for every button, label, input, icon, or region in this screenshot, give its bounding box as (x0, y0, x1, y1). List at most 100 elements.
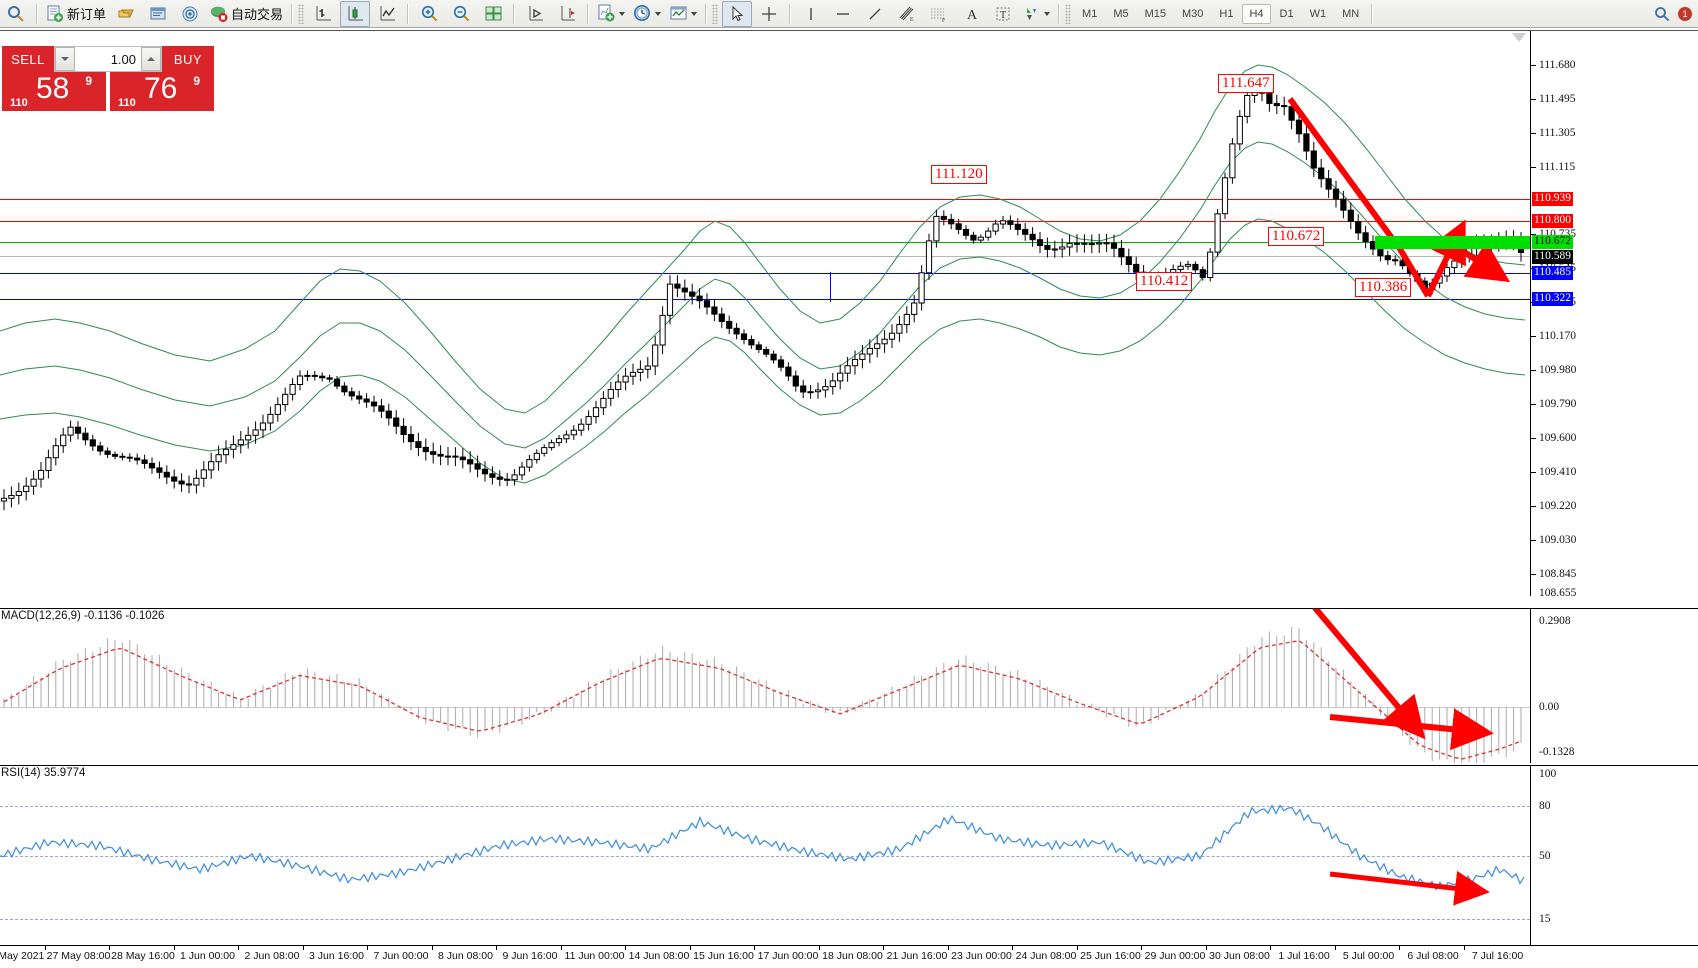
time-axis-tick (1270, 946, 1271, 950)
time-axis-label: 8 Jun 08:00 (438, 950, 493, 962)
price-pane[interactable]: 111.647 111.120 110.672 110.412 110.386 … (0, 30, 1698, 599)
annotation-111647[interactable]: 111.647 (1218, 74, 1274, 93)
chevron-down-icon[interactable] (655, 11, 662, 16)
price-scale[interactable]: 111.680 111.495 111.305 111.115 110.735 … (1530, 31, 1698, 599)
candle-body (1184, 263, 1192, 267)
crosshair-search-icon[interactable] (1, 1, 31, 27)
zoom-in-icon[interactable] (414, 1, 444, 27)
bar-chart-icon[interactable] (308, 1, 338, 27)
text-box-icon[interactable]: T (988, 1, 1018, 27)
price-label: 109.600 (1539, 432, 1577, 444)
candle-body (911, 302, 918, 315)
tile-windows-icon[interactable] (478, 1, 508, 27)
buy-quote[interactable]: 110 76 9 (110, 72, 214, 111)
timeframe-m1[interactable]: M1 (1082, 7, 1098, 20)
timeframe-mn[interactable]: MN (1342, 7, 1360, 20)
toolbar-grip[interactable] (298, 3, 305, 24)
candle-body (1177, 265, 1184, 270)
buy-button[interactable]: BUY (162, 46, 214, 72)
candle-body (689, 291, 696, 297)
timeframe-h4[interactable]: H4 (1242, 3, 1271, 24)
candlestick-chart-icon[interactable] (340, 0, 371, 27)
macd-trend-arrow[interactable] (0, 609, 1530, 763)
arrows-shapes-icon[interactable] (1020, 1, 1053, 27)
price-tick (1531, 438, 1536, 439)
new-order-button[interactable]: 新订单 (43, 1, 109, 27)
toolbar-separator (1371, 3, 1374, 24)
horizontal-line-icon[interactable] (828, 1, 858, 27)
time-axis-label: 3 Jun 16:00 (309, 950, 364, 962)
autotrading-button[interactable]: 自动交易 (207, 1, 286, 27)
price-tick (1531, 336, 1536, 337)
timeframe-h1[interactable]: H1 (1219, 7, 1234, 20)
rsi-plot[interactable] (0, 766, 1530, 945)
toolbar-grip[interactable] (712, 3, 719, 24)
rsi-scale[interactable]: 100 80 50 15 (1530, 766, 1698, 945)
sell-button[interactable]: SELL (2, 46, 54, 72)
price-label: 109.790 (1539, 398, 1577, 410)
line-chart-icon[interactable] (372, 1, 402, 27)
rsi-trend-arrow[interactable] (0, 766, 1530, 945)
history-folder-icon[interactable] (111, 1, 141, 27)
candle-body (1096, 242, 1103, 245)
macd-plot[interactable] (0, 609, 1530, 763)
text-label-icon[interactable]: A (956, 1, 986, 27)
candle-body (37, 469, 45, 480)
volume-increment-button[interactable] (141, 47, 161, 71)
period-clock-icon[interactable] (630, 1, 664, 27)
timeframe-w1[interactable]: W1 (1309, 7, 1327, 20)
vertical-line-icon[interactable] (796, 1, 826, 27)
volume-value[interactable]: 1.00 (110, 51, 136, 67)
add-indicator-icon[interactable] (594, 1, 628, 27)
trendline-icon[interactable] (860, 1, 890, 27)
annotation-110412[interactable]: 110.412 (1136, 272, 1193, 291)
chart-container[interactable]: 111.647 111.120 110.672 110.412 110.386 … (0, 30, 1698, 968)
volume-field[interactable]: 1.00 (54, 46, 162, 72)
chevron-down-icon[interactable] (619, 11, 626, 16)
chevron-down-icon[interactable] (691, 11, 698, 16)
candle-body (970, 234, 977, 241)
templates-icon[interactable] (666, 1, 700, 27)
toolbar-grip[interactable] (1065, 3, 1072, 24)
signal-radar-icon[interactable] (175, 1, 205, 27)
cursor-arrow-icon[interactable] (722, 0, 753, 27)
search-icon[interactable] (1647, 1, 1677, 27)
terminal-window-icon[interactable] (143, 1, 173, 27)
candle-body (356, 395, 363, 400)
fibonacci-icon[interactable]: F (924, 1, 954, 27)
price-plot[interactable]: 111.647 111.120 110.672 110.412 110.386 … (0, 31, 1530, 596)
annotation-110672[interactable]: 110.672 (1268, 227, 1325, 246)
annotation-111120[interactable]: 111.120 (931, 165, 987, 184)
candle-body (304, 374, 311, 377)
sell-quote[interactable]: 110 58 9 (2, 72, 106, 111)
one-click-trading-panel[interactable]: SELL 1.00 BUY 110 58 9 110 76 9 (2, 46, 214, 111)
annotation-110386[interactable]: 110.386 (1355, 278, 1412, 297)
chevron-down-icon[interactable] (1044, 11, 1051, 16)
candle-body (896, 324, 903, 334)
candle-body (363, 398, 370, 403)
crosshair-icon[interactable] (754, 1, 784, 27)
timeframe-m30[interactable]: M30 (1182, 7, 1204, 20)
macd-pane[interactable]: MACD(12,26,9) -0.1136 -0.1026 0.2908 0.0… (0, 608, 1698, 763)
notification-badge[interactable]: 1 (1678, 6, 1692, 21)
trend-arrow-drawing[interactable] (0, 31, 1530, 596)
timeframe-m15[interactable]: M15 (1144, 7, 1166, 20)
candle-body (985, 230, 992, 238)
price-tag-110322: 110.322 (1532, 292, 1573, 306)
chart-shift-icon[interactable] (552, 1, 582, 27)
rsi-pane[interactable]: RSI(14) 35.9774 100 80 50 15 (0, 765, 1698, 945)
macd-scale[interactable]: 0.2908 0.00 -0.1328 (1530, 609, 1698, 763)
candle-body (274, 404, 281, 415)
candle-body (792, 375, 799, 387)
time-axis-label: 21 Jun 16:00 (886, 950, 948, 962)
zoom-out-icon[interactable] (446, 1, 476, 27)
timeframe-d1[interactable]: D1 (1279, 7, 1294, 20)
volume-decrement-button[interactable] (55, 47, 75, 71)
rsi-title: RSI(14) 35.9774 (1, 767, 86, 779)
auto-scroll-icon[interactable] (520, 1, 550, 27)
candle-body (237, 439, 244, 446)
timeframe-m5[interactable]: M5 (1113, 7, 1129, 20)
equidistant-channel-icon[interactable]: E (892, 1, 922, 27)
candle-body (1303, 133, 1310, 152)
